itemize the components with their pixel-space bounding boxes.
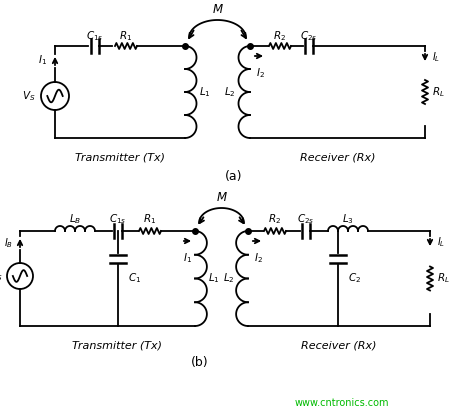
Text: $C_{2s}$: $C_{2s}$ [300, 29, 318, 43]
Text: $C_{2s}$: $C_{2s}$ [297, 212, 315, 226]
Text: Transmitter (Tx): Transmitter (Tx) [75, 152, 165, 162]
Text: $C_1$: $C_1$ [128, 272, 141, 285]
Text: $L_1$: $L_1$ [208, 272, 220, 285]
Text: $I_1$: $I_1$ [38, 53, 47, 67]
Text: $C_{1s}$: $C_{1s}$ [86, 29, 104, 43]
Text: Receiver (Rx): Receiver (Rx) [301, 340, 377, 350]
Text: $I_B$: $I_B$ [4, 236, 13, 250]
Text: $C_{1s}$: $C_{1s}$ [109, 212, 127, 226]
Text: $C_2$: $C_2$ [348, 272, 361, 285]
Text: $R_2$: $R_2$ [273, 29, 287, 43]
Text: $L_B$: $L_B$ [69, 212, 81, 226]
Text: $I_L$: $I_L$ [437, 235, 445, 249]
Text: (b): (b) [191, 356, 209, 369]
Text: www.cntronics.com: www.cntronics.com [295, 398, 389, 408]
Text: $V_S$: $V_S$ [0, 269, 2, 283]
Text: $R_L$: $R_L$ [437, 272, 450, 285]
Text: $I_2$: $I_2$ [256, 66, 265, 80]
Text: Transmitter (Tx): Transmitter (Tx) [73, 340, 162, 350]
Text: $M$: $M$ [212, 3, 223, 16]
Text: Receiver (Rx): Receiver (Rx) [300, 152, 375, 162]
Text: (a): (a) [225, 170, 243, 183]
Text: $I_2$: $I_2$ [254, 251, 263, 265]
Text: $I_1$: $I_1$ [183, 251, 192, 265]
Text: $V_S$: $V_S$ [22, 89, 35, 103]
Text: $R_1$: $R_1$ [144, 212, 157, 226]
Text: $R_2$: $R_2$ [268, 212, 281, 226]
Text: $R_L$: $R_L$ [432, 85, 445, 99]
Text: $L_1$: $L_1$ [199, 85, 211, 99]
Text: $R_1$: $R_1$ [120, 29, 133, 43]
Text: $L_3$: $L_3$ [342, 212, 354, 226]
Text: $L_2$: $L_2$ [223, 272, 235, 285]
Text: $I_L$: $I_L$ [432, 50, 440, 64]
Text: $M$: $M$ [216, 191, 227, 204]
Text: $L_2$: $L_2$ [224, 85, 236, 99]
